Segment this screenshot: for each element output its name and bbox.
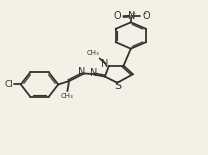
Text: O: O — [113, 11, 121, 21]
Text: -: - — [144, 9, 147, 18]
Text: CH₃: CH₃ — [87, 50, 99, 56]
Text: N: N — [101, 59, 109, 69]
Text: CH₃: CH₃ — [61, 93, 74, 100]
Text: N: N — [128, 11, 135, 21]
Text: +: + — [131, 11, 136, 16]
Text: N: N — [90, 68, 97, 78]
Text: S: S — [114, 81, 121, 91]
Text: O: O — [142, 11, 150, 21]
Text: N: N — [78, 67, 86, 77]
Text: Cl: Cl — [5, 80, 14, 89]
